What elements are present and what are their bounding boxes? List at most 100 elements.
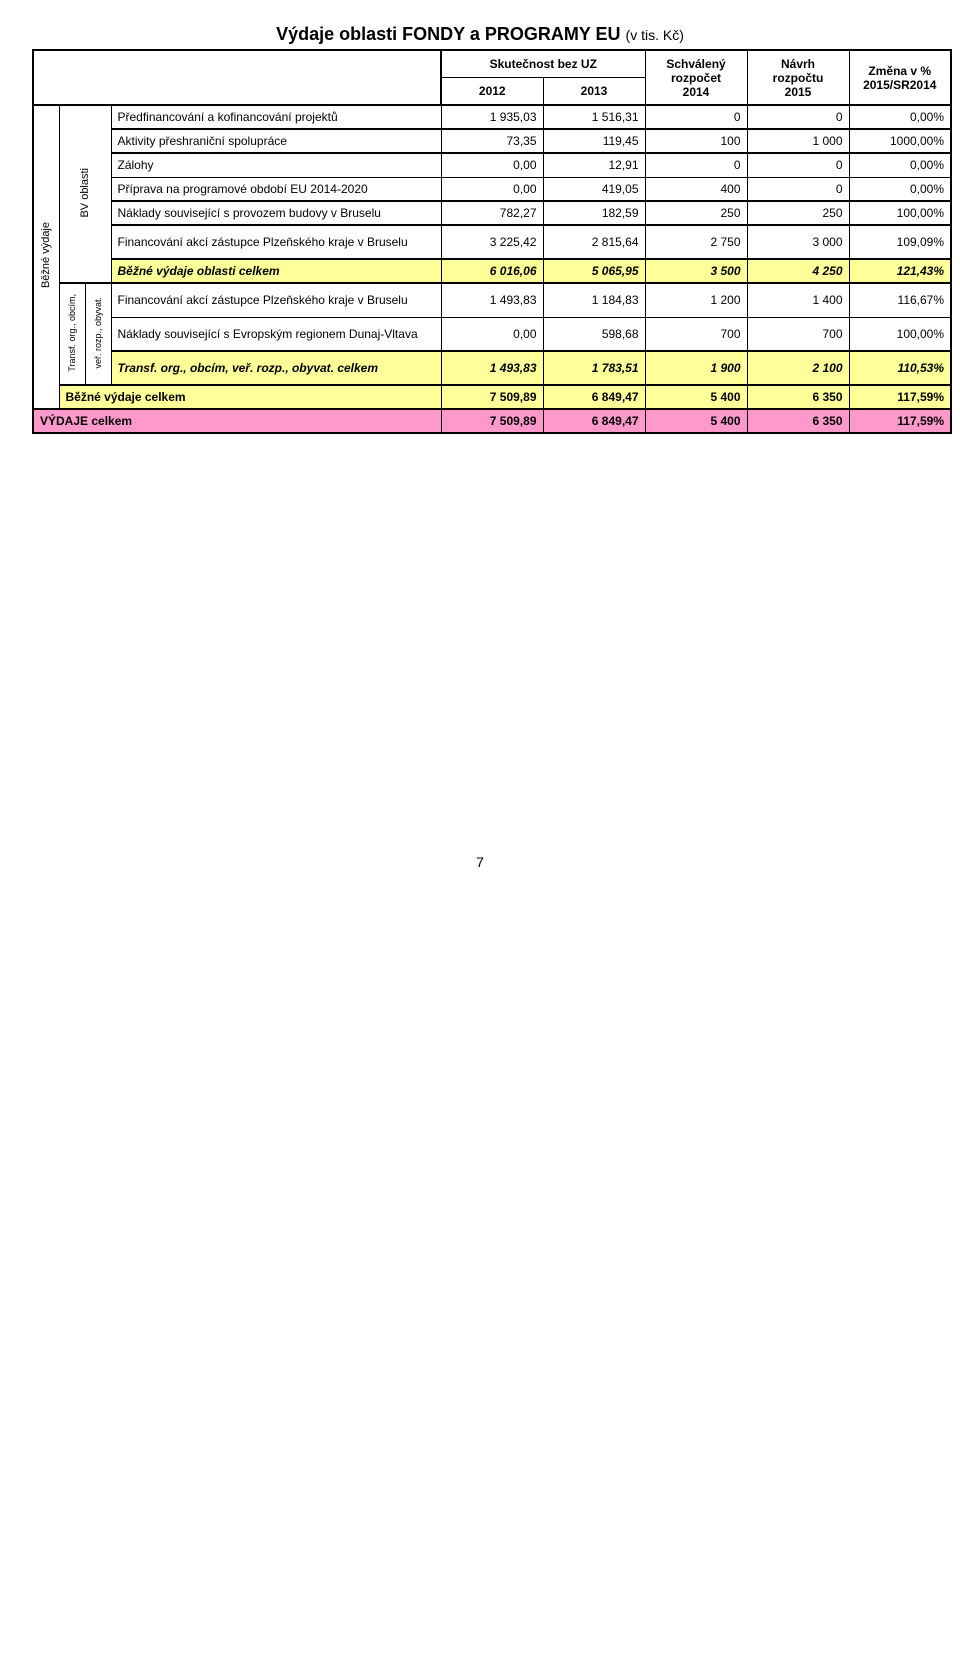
row-val: 6 849,47 xyxy=(543,385,645,409)
row-desc: Transf. org., obcím, veř. rozp., obyvat.… xyxy=(111,351,441,385)
budget-table: Skutečnost bez UZ Schválený rozpočet 201… xyxy=(32,49,952,434)
hdr-schvaleny: Schválený rozpočet 2014 xyxy=(645,50,747,105)
page: Výdaje oblasti FONDY a PROGRAMY EU (v ti… xyxy=(0,0,960,910)
row-val: 3 000 xyxy=(747,225,849,259)
row-desc: Předfinancování a kofinancování projektů xyxy=(111,105,441,129)
row-val: 100,00% xyxy=(849,317,951,351)
row-val: 73,35 xyxy=(441,129,543,153)
row-desc: Běžné výdaje celkem xyxy=(59,385,441,409)
row-val: 400 xyxy=(645,177,747,201)
table-row: Náklady související s provozem budovy v … xyxy=(33,201,951,225)
row-val: 2 750 xyxy=(645,225,747,259)
table-row: Příprava na programové období EU 2014-20… xyxy=(33,177,951,201)
row-val: 0,00 xyxy=(441,317,543,351)
table-row-subtotal: Transf. org., obcím, veř. rozp., obyvat.… xyxy=(33,351,951,385)
row-val: 0,00 xyxy=(441,177,543,201)
row-val: 1 493,83 xyxy=(441,351,543,385)
row-val: 2 815,64 xyxy=(543,225,645,259)
row-val: 3 500 xyxy=(645,259,747,283)
table-row: Aktivity přeshraniční spolupráce 73,35 1… xyxy=(33,129,951,153)
hdr-2013: 2013 xyxy=(543,78,645,106)
row-val: 0,00% xyxy=(849,177,951,201)
hdr-2012: 2012 xyxy=(441,78,543,106)
hdr-col4-l3: 2015 xyxy=(785,85,812,99)
row-val: 0 xyxy=(645,105,747,129)
row-val: 4 250 xyxy=(747,259,849,283)
row-desc: Běžné výdaje oblasti celkem xyxy=(111,259,441,283)
row-val: 0 xyxy=(747,153,849,177)
row-val: 7 509,89 xyxy=(441,385,543,409)
table-row: Náklady související s Evropským regionem… xyxy=(33,317,951,351)
hdr-col5-l2: 2015/SR2014 xyxy=(863,78,936,92)
vlabel-bezne: Běžné výdaje xyxy=(33,105,59,409)
row-val: 6 849,47 xyxy=(543,409,645,433)
row-desc: VÝDAJE celkem xyxy=(33,409,441,433)
row-val: 5 400 xyxy=(645,409,747,433)
hdr-col4-l1: Návrh xyxy=(781,57,815,71)
row-val: 1 900 xyxy=(645,351,747,385)
title-main: Výdaje oblasti FONDY a PROGRAMY EU xyxy=(276,24,620,44)
row-val: 100,00% xyxy=(849,201,951,225)
row-val: 1000,00% xyxy=(849,129,951,153)
row-val: 0,00% xyxy=(849,153,951,177)
vlabel-bv-text: BV oblasti xyxy=(80,164,91,222)
row-val: 598,68 xyxy=(543,317,645,351)
hdr-col3-l3: 2014 xyxy=(683,85,710,99)
page-title: Výdaje oblasti FONDY a PROGRAMY EU (v ti… xyxy=(32,24,928,45)
header-stub xyxy=(33,50,441,105)
title-suffix: (v tis. Kč) xyxy=(626,27,684,43)
row-desc: Příprava na programové období EU 2014-20… xyxy=(111,177,441,201)
row-desc: Aktivity přeshraniční spolupráce xyxy=(111,129,441,153)
table-row: Zálohy 0,00 12,91 0 0 0,00% xyxy=(33,153,951,177)
row-val: 6 350 xyxy=(747,385,849,409)
row-val: 5 065,95 xyxy=(543,259,645,283)
row-val: 1 493,83 xyxy=(441,283,543,317)
vlabel-transf-2: veř. rozp., obyvat. xyxy=(85,283,111,385)
row-val: 0 xyxy=(747,177,849,201)
row-val: 1 516,31 xyxy=(543,105,645,129)
row-val: 0 xyxy=(747,105,849,129)
row-desc: Financování akcí zástupce Plzeňského kra… xyxy=(111,283,441,317)
row-val: 1 935,03 xyxy=(441,105,543,129)
row-val: 1 000 xyxy=(747,129,849,153)
hdr-col4-l2: rozpočtu xyxy=(773,71,824,85)
hdr-col3-l2: rozpočet xyxy=(671,71,721,85)
row-val: 109,09% xyxy=(849,225,951,259)
hdr-col3-l1: Schválený xyxy=(666,57,725,71)
row-val: 1 400 xyxy=(747,283,849,317)
row-val: 0 xyxy=(645,153,747,177)
row-val: 0,00 xyxy=(441,153,543,177)
table-row: Transf. org., obcím, veř. rozp., obyvat.… xyxy=(33,283,951,317)
row-val: 100 xyxy=(645,129,747,153)
row-val: 182,59 xyxy=(543,201,645,225)
row-val: 1 184,83 xyxy=(543,283,645,317)
row-val: 419,05 xyxy=(543,177,645,201)
vlabel-transf-1-text: Transf. org., obcím, xyxy=(68,290,77,376)
row-val: 700 xyxy=(747,317,849,351)
page-number: 7 xyxy=(32,854,928,870)
table-row: Financování akcí zástupce Plzeňského kra… xyxy=(33,225,951,259)
row-val: 121,43% xyxy=(849,259,951,283)
row-desc: Financování akcí zástupce Plzeňského kra… xyxy=(111,225,441,259)
row-val: 7 509,89 xyxy=(441,409,543,433)
row-val: 6 016,06 xyxy=(441,259,543,283)
row-val: 1 200 xyxy=(645,283,747,317)
hdr-zmena: Změna v % 2015/SR2014 xyxy=(849,50,951,105)
row-val: 6 350 xyxy=(747,409,849,433)
row-val: 250 xyxy=(645,201,747,225)
row-val: 700 xyxy=(645,317,747,351)
vlabel-bezne-text: Běžné výdaje xyxy=(41,218,52,292)
row-val: 2 100 xyxy=(747,351,849,385)
row-desc: Náklady související s provozem budovy v … xyxy=(111,201,441,225)
table-row: Běžné výdaje BV oblasti Předfinancování … xyxy=(33,105,951,129)
hdr-skutecnost: Skutečnost bez UZ xyxy=(441,50,645,78)
table-row-total: Běžné výdaje celkem 7 509,89 6 849,47 5 … xyxy=(33,385,951,409)
row-val: 110,53% xyxy=(849,351,951,385)
row-val: 0,00% xyxy=(849,105,951,129)
row-desc: Náklady související s Evropským regionem… xyxy=(111,317,441,351)
row-val: 250 xyxy=(747,201,849,225)
table-row-grandtotal: VÝDAJE celkem 7 509,89 6 849,47 5 400 6 … xyxy=(33,409,951,433)
row-val: 117,59% xyxy=(849,409,951,433)
hdr-navrh: Návrh rozpočtu 2015 xyxy=(747,50,849,105)
table-row-subtotal: Běžné výdaje oblasti celkem 6 016,06 5 0… xyxy=(33,259,951,283)
